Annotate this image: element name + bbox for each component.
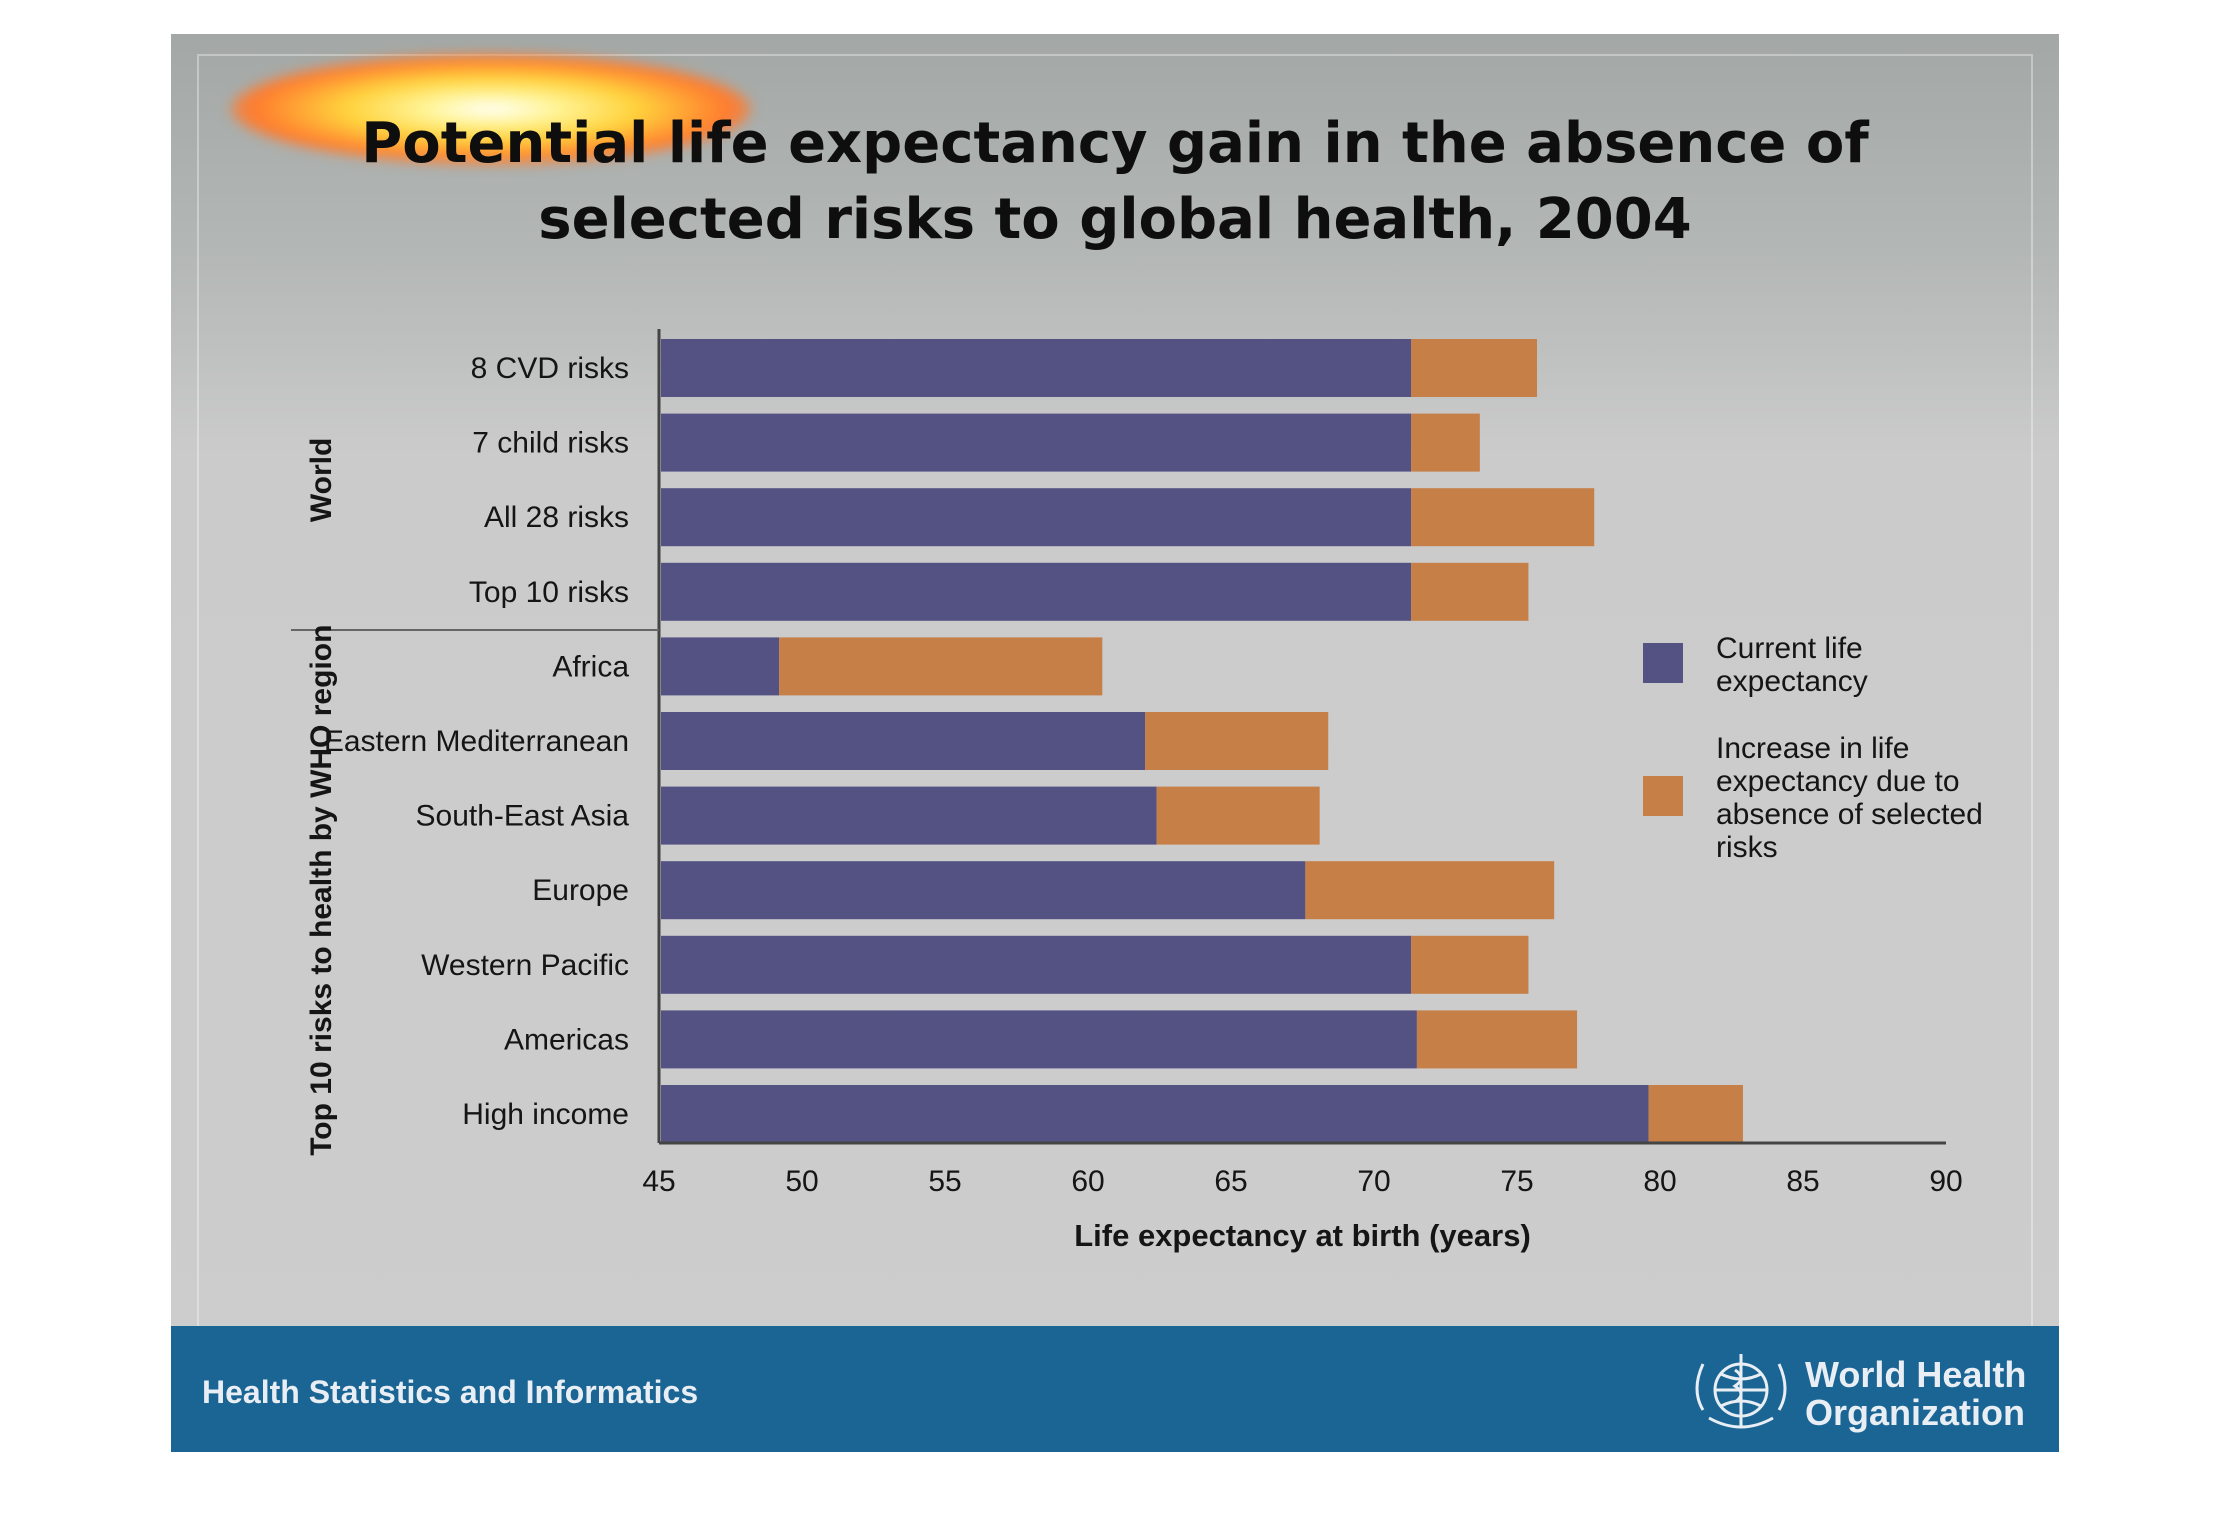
category-label: Americas <box>504 1023 629 1056</box>
bar-current <box>661 712 1146 770</box>
chart: 8 CVD risks 7 child risks All 28 risks Top … <box>291 329 1983 1253</box>
bar-current <box>661 562 1412 621</box>
group-label: Top 10 risks to health by WHO region <box>305 625 338 1156</box>
bar-increase <box>1305 861 1555 920</box>
bar-current <box>661 1010 1417 1069</box>
legend-swatch <box>1643 776 1683 816</box>
bar-current <box>661 861 1306 920</box>
bar-increase <box>1411 339 1538 397</box>
category-labels: 8 CVD risks 7 child risks All 28 risks Top … <box>324 352 629 1131</box>
bar-increase <box>1648 1085 1743 1143</box>
bar-increase <box>1411 488 1595 547</box>
highlight-glow <box>231 54 751 164</box>
footer-bar: Health Statistics and Informatics World … <box>171 1326 2059 1452</box>
category-label: Eastern Mediterranean <box>324 725 629 758</box>
category-label: Top 10 risks <box>469 576 629 609</box>
category-label: Western Pacific <box>421 949 629 982</box>
bar-increase <box>1411 935 1529 994</box>
bar-increase <box>1411 562 1529 621</box>
chart-title: Potential life expectancy gain in the ab… <box>361 111 1869 252</box>
bar-increase <box>779 637 1103 696</box>
bar-increase <box>1156 786 1320 845</box>
category-label: 7 child risks <box>472 427 629 460</box>
x-axis: 45 50 55 60 65 70 75 80 85 90 <box>291 329 1963 1198</box>
group-labels: World Top 10 risks to health by WHO regio… <box>305 438 338 1156</box>
category-label: Europe <box>532 874 629 907</box>
bar-current <box>661 488 1412 547</box>
legend-label: Current life expectancy <box>1716 632 1868 698</box>
bar-current <box>661 637 780 696</box>
x-tick-label: 85 <box>1786 1165 1819 1198</box>
bar-increase <box>1416 1010 1578 1069</box>
x-tick-label: 60 <box>1071 1165 1104 1198</box>
x-tick-label: 65 <box>1214 1165 1247 1198</box>
bar-current <box>661 1085 1649 1143</box>
legend-swatch <box>1643 643 1683 683</box>
category-label: South-East Asia <box>416 800 630 833</box>
bar-increase <box>1411 413 1480 472</box>
category-label: 8 CVD risks <box>471 352 629 385</box>
legend-label: Increase in life expectancy due to absence… <box>1716 732 1983 864</box>
legend: Current life expectancy Increase in life ex… <box>1643 632 1983 864</box>
x-tick-label: 75 <box>1500 1165 1533 1198</box>
x-tick-label: 45 <box>642 1165 675 1198</box>
bar-current <box>661 935 1412 994</box>
bar-increase <box>1145 712 1329 770</box>
x-tick-label: 90 <box>1929 1165 1962 1198</box>
bar-current <box>661 786 1157 845</box>
x-tick-label: 50 <box>785 1165 818 1198</box>
slide: Potential life expectancy gain in the ab… <box>171 34 2059 1452</box>
x-tick-label: 70 <box>1357 1165 1390 1198</box>
group-label: World <box>305 438 338 522</box>
x-tick-label: 80 <box>1643 1165 1676 1198</box>
x-tick-label: 55 <box>928 1165 961 1198</box>
who-emblem-icon <box>1695 1354 1787 1429</box>
organization-name: World Health Organization <box>1805 1354 2027 1433</box>
category-label: High income <box>462 1098 629 1131</box>
bar-current <box>661 339 1412 397</box>
category-label: Africa <box>552 650 629 683</box>
category-label: All 28 risks <box>484 501 629 534</box>
footer-text: Health Statistics and Informatics <box>202 1374 699 1410</box>
bar-current <box>661 413 1412 472</box>
bars <box>661 339 1743 1143</box>
x-axis-label: Life expectancy at birth (years) <box>1074 1218 1531 1253</box>
